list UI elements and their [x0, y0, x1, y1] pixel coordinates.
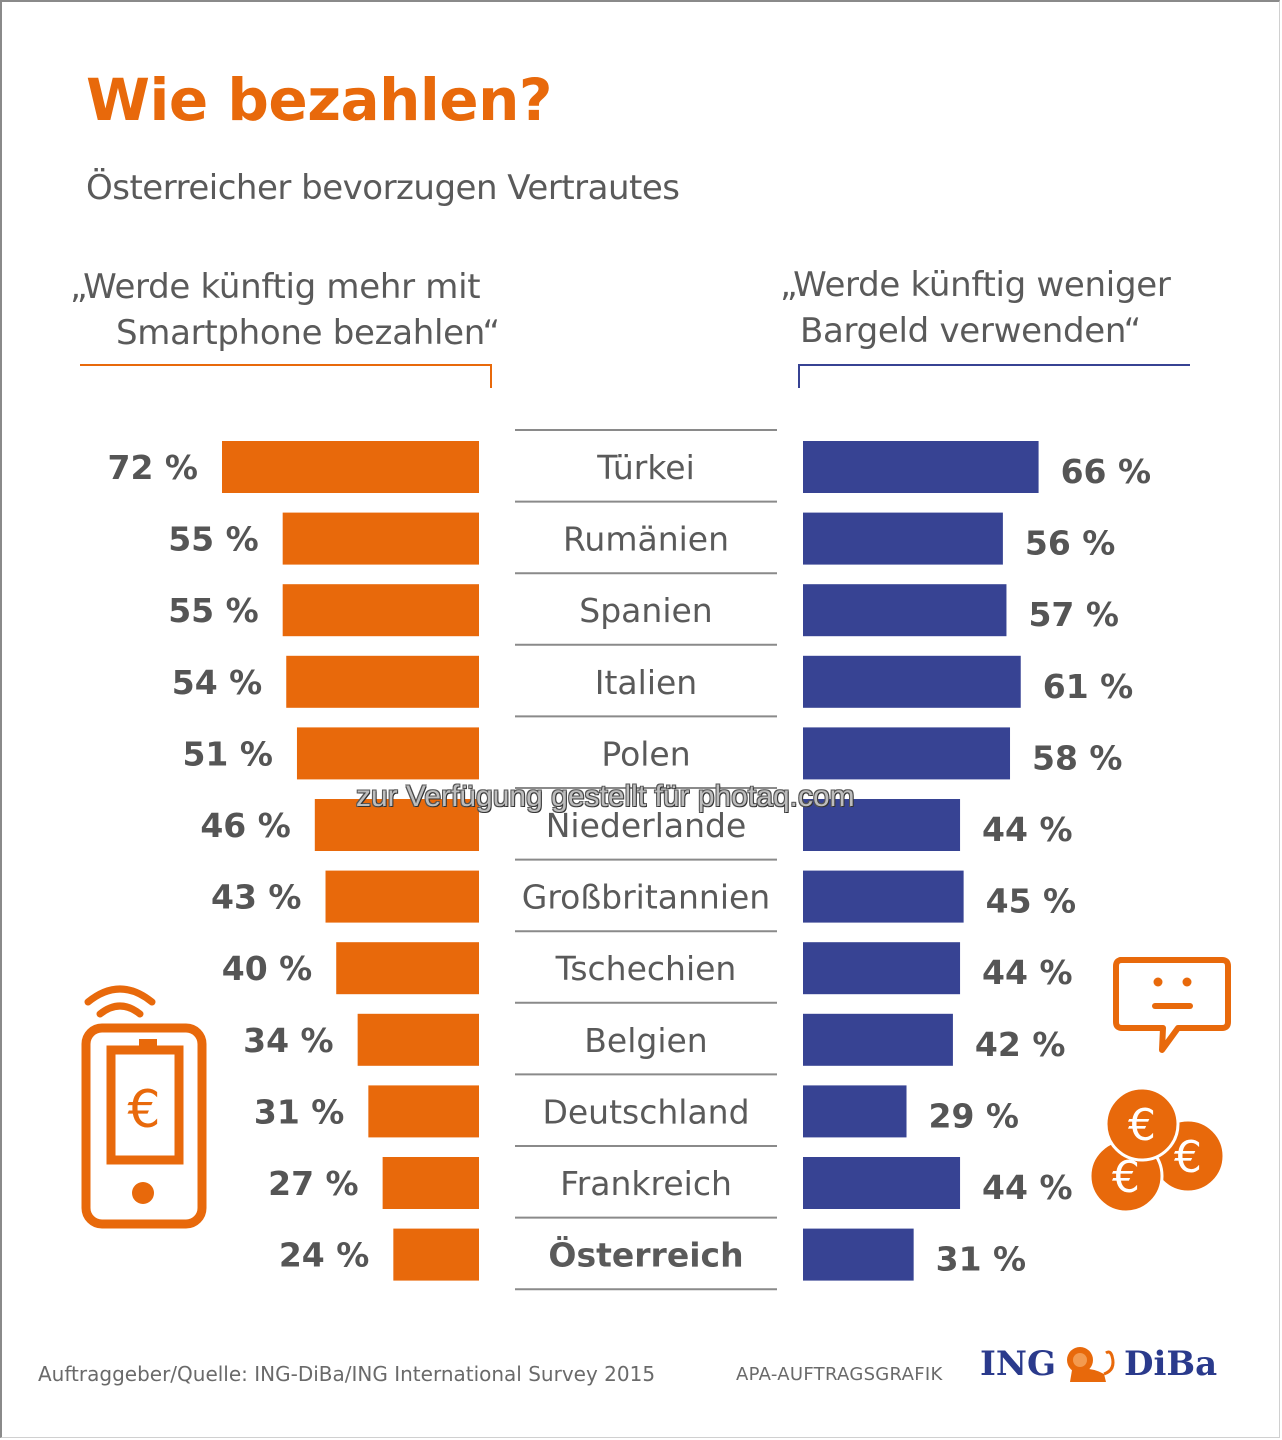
bar-smartphone: [325, 870, 479, 923]
value-label-smartphone: 40 %: [222, 949, 312, 988]
bar-smartphone: [368, 1085, 479, 1138]
right-series-header-line2: Bargeld verwenden“: [800, 311, 1141, 351]
logo-text-ing: ING: [980, 1344, 1057, 1384]
value-label-cash: 61 %: [1043, 667, 1133, 706]
bar-cash: [803, 1228, 914, 1281]
speech-bubble-neutral-face-icon: [1113, 957, 1231, 1053]
value-label-smartphone: 55 %: [168, 591, 258, 630]
bar-cash: [803, 441, 1039, 493]
right-header-bracket: [798, 364, 1190, 388]
ing-diba-logo: ING DiBa: [980, 1344, 1217, 1384]
bar-cash: [803, 512, 1003, 565]
svg-text:€: €: [127, 1080, 160, 1140]
value-label-cash: 44 %: [982, 1168, 1072, 1207]
value-label-cash: 44 %: [982, 810, 1072, 849]
bar-smartphone: [296, 727, 479, 780]
value-label-cash: 31 %: [936, 1240, 1026, 1279]
bar-smartphone: [336, 942, 479, 995]
bar-cash: [803, 870, 964, 923]
country-label: Spanien: [579, 591, 712, 630]
bar-cash: [803, 942, 961, 995]
value-label-cash: 45 %: [986, 882, 1076, 921]
value-label-cash: 44 %: [982, 953, 1072, 992]
value-label-smartphone: 27 %: [268, 1164, 358, 1203]
chart-title: Wie bezahlen?: [86, 66, 553, 134]
logo-text-diba: DiBa: [1124, 1344, 1218, 1384]
chart-subtitle: Österreicher bevorzugen Vertrautes: [86, 168, 680, 208]
value-label-smartphone: 72 %: [108, 448, 198, 487]
value-label-smartphone: 46 %: [200, 806, 290, 845]
value-label-cash: 56 %: [1025, 524, 1115, 563]
country-label: Deutschland: [542, 1092, 749, 1131]
euro-coins-icon: € € €: [1088, 1086, 1226, 1212]
value-label-smartphone: 55 %: [168, 520, 258, 559]
bar-cash: [803, 655, 1021, 708]
left-series-header-line1: „Werde künftig mehr mit: [70, 267, 481, 307]
right-series-header: „Werde künftig weniger Bargeld verwenden…: [780, 262, 1220, 354]
bar-smartphone: [357, 1013, 479, 1066]
watermark: zur Verfügung gestellt für photaq.com: [356, 780, 855, 813]
country-label: Rumänien: [563, 520, 729, 559]
value-label-cash: 58 %: [1032, 738, 1122, 777]
bar-smartphone: [286, 655, 479, 708]
left-series-header: „Werde künftig mehr mit Smartphone bezah…: [70, 264, 510, 356]
bar-smartphone: [382, 1157, 479, 1209]
lion-icon: [1067, 1347, 1115, 1382]
bar-smartphone: [393, 1228, 479, 1281]
bar-cash: [803, 1085, 907, 1138]
bar-smartphone: [282, 584, 479, 637]
bar-cash: [803, 727, 1011, 780]
value-label-cash: 29 %: [929, 1096, 1019, 1135]
bar-cash: [803, 1157, 961, 1209]
country-label: Großbritannien: [522, 878, 770, 917]
country-label: Belgien: [584, 1021, 707, 1060]
bar-smartphone: [282, 512, 479, 565]
country-label: Niederlande: [546, 806, 747, 845]
apa-credit: APA-AUFTRAGSGRAFIK: [736, 1364, 943, 1385]
country-label: Österreich: [548, 1235, 743, 1275]
svg-text:€: €: [1128, 1100, 1156, 1151]
value-label-smartphone: 34 %: [243, 1021, 333, 1060]
value-label-smartphone: 54 %: [172, 663, 262, 702]
value-label-cash: 66 %: [1061, 452, 1151, 491]
bar-cash: [803, 1013, 953, 1066]
left-series-header-line2: Smartphone bezahlen“: [116, 313, 500, 353]
value-label-smartphone: 31 %: [254, 1092, 344, 1131]
bar-smartphone: [314, 799, 479, 851]
country-label: Frankreich: [560, 1164, 732, 1203]
bar-cash: [803, 584, 1007, 637]
left-header-bracket: [80, 364, 492, 388]
country-label: Türkei: [596, 448, 695, 487]
source-note: Auftraggeber/Quelle: ING-DiBa/ING Intern…: [38, 1362, 656, 1386]
value-label-cash: 57 %: [1028, 595, 1118, 634]
bar-cash: [803, 799, 961, 851]
country-label: Italien: [595, 663, 697, 702]
country-label: Tschechien: [555, 949, 737, 988]
value-label-cash: 42 %: [975, 1025, 1065, 1064]
country-label: Polen: [601, 734, 690, 773]
svg-text:€: €: [1174, 1132, 1202, 1183]
smartphone-euro-icon: €: [81, 985, 207, 1229]
right-series-header-line1: „Werde künftig weniger: [780, 265, 1171, 305]
bar-smartphone: [222, 441, 479, 493]
value-label-smartphone: 43 %: [211, 878, 301, 917]
value-label-smartphone: 24 %: [279, 1236, 369, 1275]
value-label-smartphone: 51 %: [182, 734, 272, 773]
